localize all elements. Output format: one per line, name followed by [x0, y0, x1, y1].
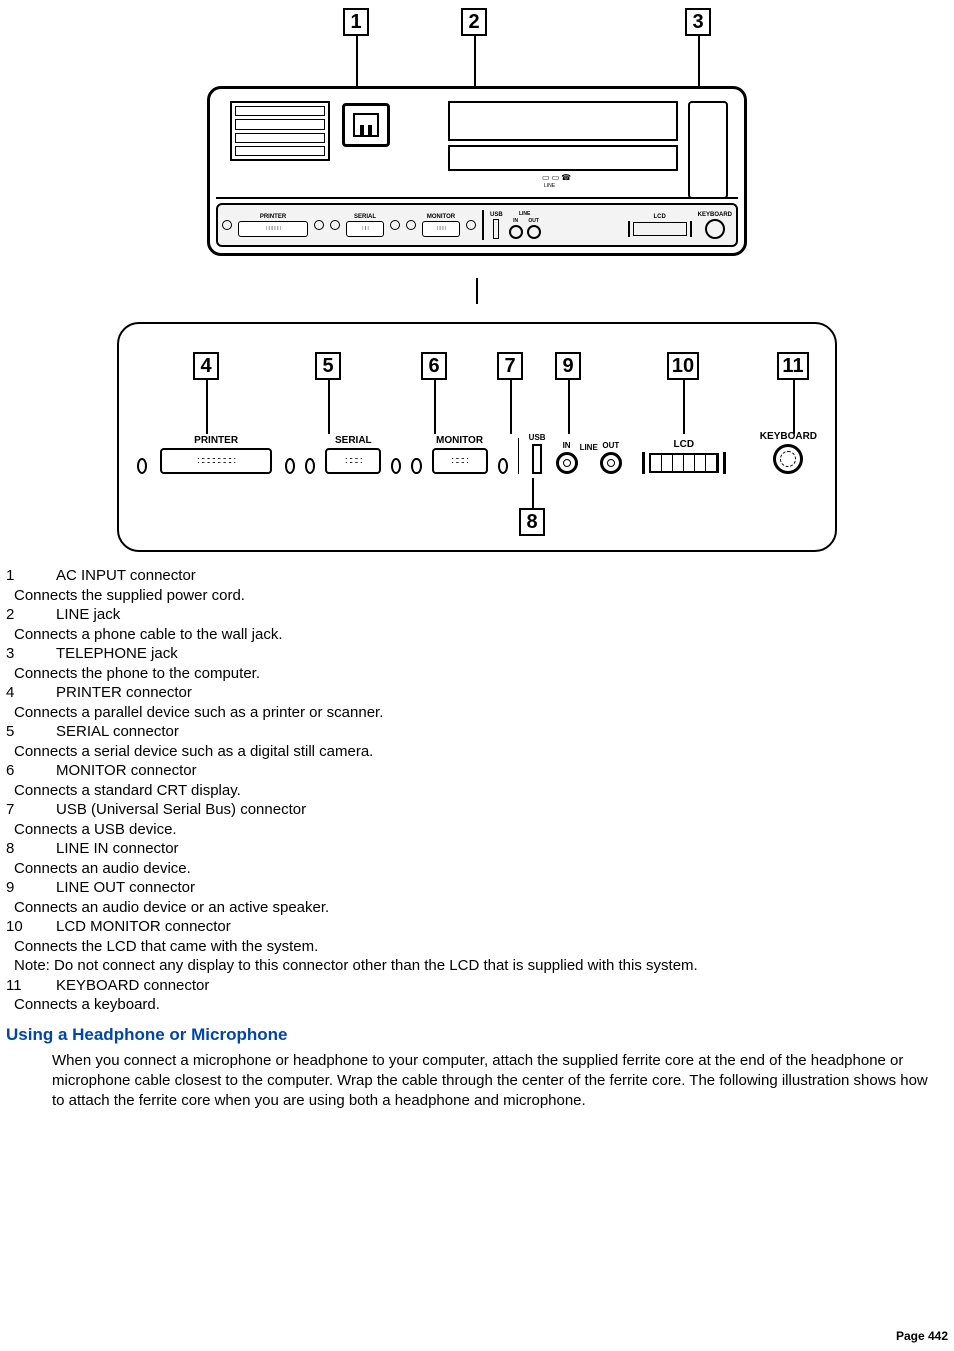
connector-number: 2: [6, 605, 56, 625]
connector-item: 2LINE jack: [6, 605, 948, 625]
connector-title: PRINTER connector: [56, 683, 192, 703]
connector-description: Connects an audio device or an active sp…: [6, 898, 948, 918]
connector-description: Connects a parallel device such as a pri…: [6, 703, 948, 723]
connector-item: 8LINE IN connector: [6, 839, 948, 859]
callout-4: 4: [193, 352, 219, 380]
ac-inlet-icon: [342, 103, 390, 147]
monitor-label-big: MONITOR: [436, 435, 483, 446]
diagram-lower: 4 5 6 7 9 10 11 8 PRINTER ∷∷∷∷∷∷∷ SERIAL: [117, 322, 837, 552]
connector-number: 1: [6, 566, 56, 586]
connector-title: AC INPUT connector: [56, 566, 196, 586]
connector-item: 11KEYBOARD connector: [6, 976, 948, 996]
vent-icon: [230, 101, 330, 161]
callout-2: 2: [461, 8, 487, 36]
connector-description: Connects the supplied power cord.: [6, 586, 948, 606]
connector-title: LINE OUT connector: [56, 878, 195, 898]
section-paragraph: When you connect a microphone or headpho…: [52, 1051, 932, 1112]
connector-item: 3TELEPHONE jack: [6, 644, 948, 664]
connector-title: TELEPHONE jack: [56, 644, 178, 664]
connector-item: 1AC INPUT connector: [6, 566, 948, 586]
connector-description: Connects a standard CRT display.: [6, 781, 948, 801]
lower-port-strip: PRINTER ∷∷∷∷∷∷∷ SERIAL ∷∷∷ MONITOR ∷∷∷ U…: [137, 424, 817, 474]
monitor-label: MONITOR: [427, 214, 455, 220]
connector-item: 9LINE OUT connector: [6, 878, 948, 898]
usb-label: USB: [490, 212, 503, 218]
connector-description: Connects a serial device such as a digit…: [6, 742, 948, 762]
connector-number: 9: [6, 878, 56, 898]
connector-number: 4: [6, 683, 56, 703]
drive-bay-icon: [448, 101, 678, 141]
page-footer: Page 442: [896, 1329, 948, 1343]
connector-description: Connects the LCD that came with the syst…: [6, 937, 948, 957]
section-heading: Using a Headphone or Microphone: [6, 1025, 948, 1045]
connector-title: USB (Universal Serial Bus) connector: [56, 800, 306, 820]
connector-description: Connects a USB device.: [6, 820, 948, 840]
connector-item: 6MONITOR connector: [6, 761, 948, 781]
serial-label: SERIAL: [354, 214, 376, 220]
connector-note: Note: Do not connect any display to this…: [6, 956, 948, 976]
connector-number: 6: [6, 761, 56, 781]
keyboard-label: KEYBOARD: [698, 212, 732, 218]
connector-title: LINE jack: [56, 605, 120, 625]
callout-1: 1: [343, 8, 369, 36]
callout-8: 8: [519, 508, 545, 536]
connector-title: SERIAL connector: [56, 722, 179, 742]
connector-item: 4PRINTER connector: [6, 683, 948, 703]
connector-description: Connects an audio device.: [6, 859, 948, 879]
connector-description: Connects a phone cable to the wall jack.: [6, 625, 948, 645]
connector-number: 8: [6, 839, 56, 859]
connector-title: LINE IN connector: [56, 839, 179, 859]
printer-label-big: PRINTER: [194, 435, 238, 446]
connector-title: MONITOR connector: [56, 761, 197, 781]
callout-6: 6: [421, 352, 447, 380]
serial-label-big: SERIAL: [335, 435, 372, 446]
callout-5: 5: [315, 352, 341, 380]
connector-list: 1AC INPUT connectorConnects the supplied…: [6, 566, 948, 1015]
connector-number: 3: [6, 644, 56, 664]
back-panel-diagram: 1 2 3 ▭▭☎ LINE: [117, 8, 837, 552]
usb-label-big: USB: [529, 433, 546, 442]
connector-number: 10: [6, 917, 56, 937]
lcd-label: LCD: [653, 214, 665, 220]
connector-number: 11: [6, 976, 56, 996]
connector-title: KEYBOARD connector: [56, 976, 209, 996]
callout-11: 11: [777, 352, 809, 380]
connector-item: 5SERIAL connector: [6, 722, 948, 742]
diagram-upper: 1 2 3 ▭▭☎ LINE: [197, 8, 757, 278]
connector-number: 5: [6, 722, 56, 742]
unit-body: ▭▭☎ LINE PRINTER ∷∷∷∷∷ SERIAL ∷∷: [207, 86, 747, 256]
callout-10: 10: [667, 352, 699, 380]
connector-description: Connects the phone to the computer.: [6, 664, 948, 684]
connector-number: 7: [6, 800, 56, 820]
callout-3: 3: [685, 8, 711, 36]
modem-icons: ▭▭☎: [542, 173, 571, 182]
connector-item: 7USB (Universal Serial Bus) connector: [6, 800, 948, 820]
callout-7: 7: [497, 352, 523, 380]
connector-item: 10LCD MONITOR connector: [6, 917, 948, 937]
callout-9: 9: [555, 352, 581, 380]
lcd-label-big: LCD: [674, 439, 695, 450]
keyboard-label-big: KEYBOARD: [760, 431, 817, 442]
connector-title: LCD MONITOR connector: [56, 917, 231, 937]
printer-label: PRINTER: [260, 214, 286, 220]
connector-description: Connects a keyboard.: [6, 995, 948, 1015]
port-strip: PRINTER ∷∷∷∷∷ SERIAL ∷∷ MONITOR ∷∷∷: [216, 203, 738, 247]
